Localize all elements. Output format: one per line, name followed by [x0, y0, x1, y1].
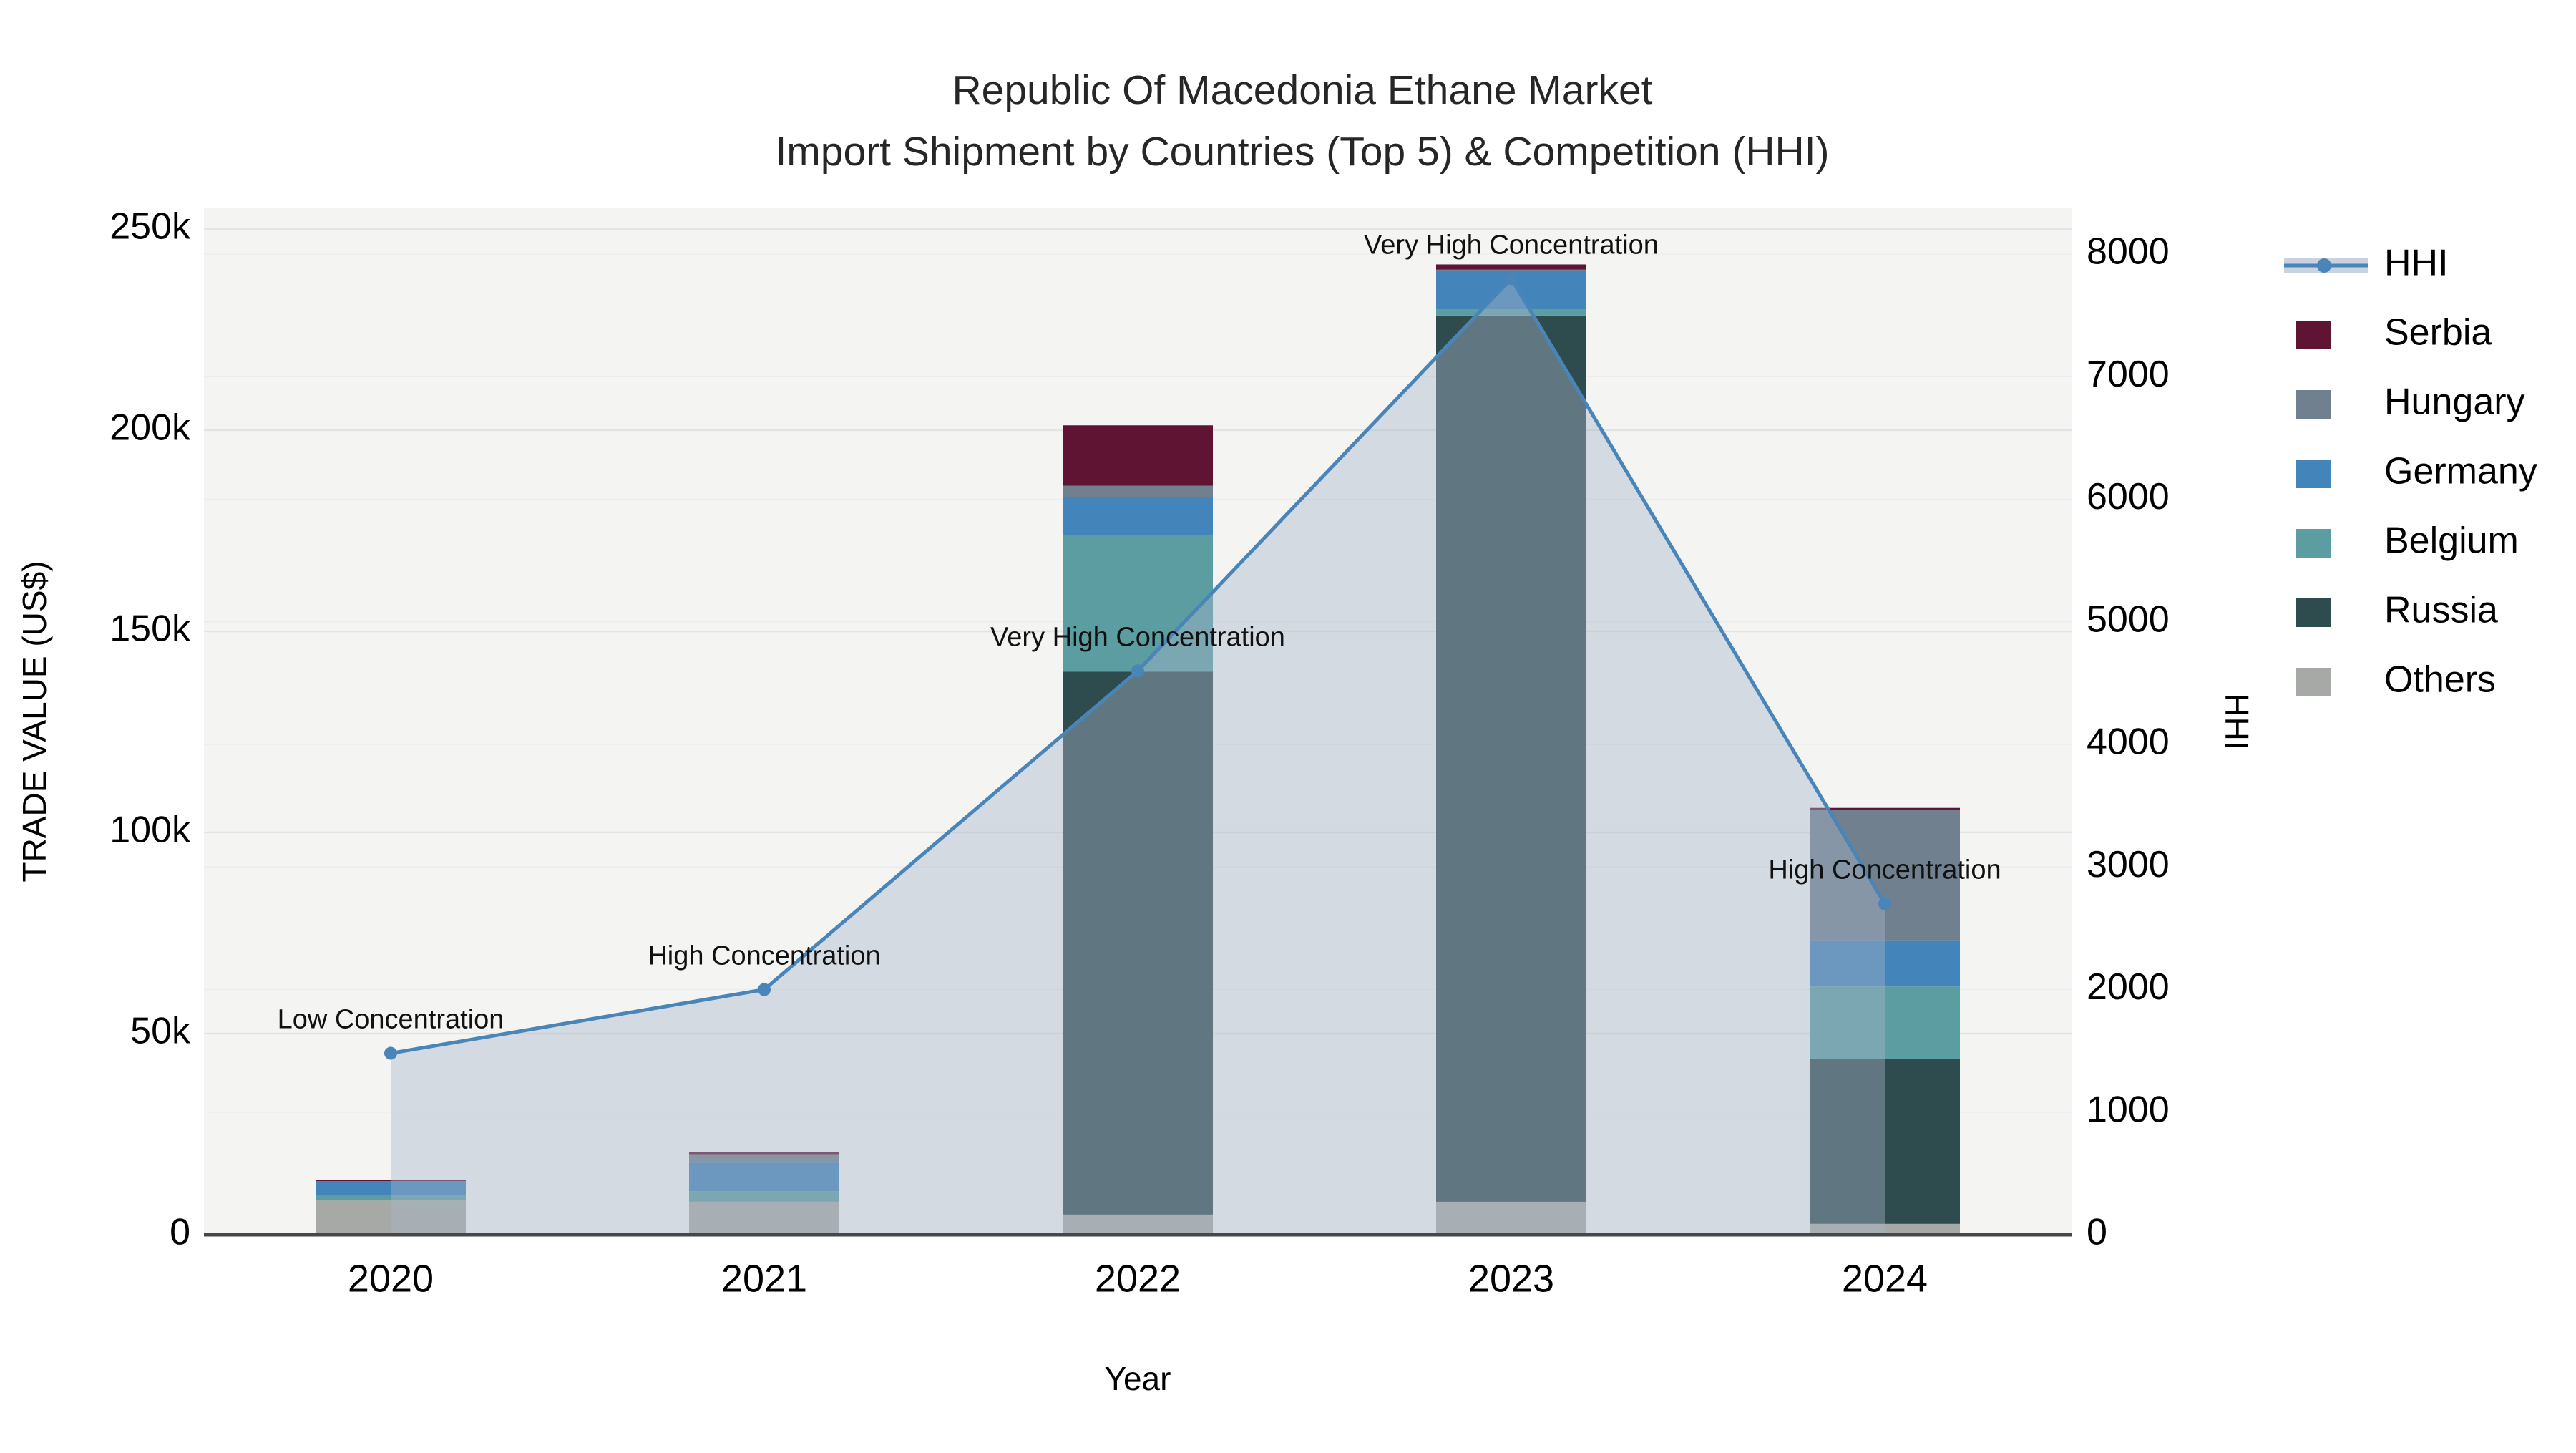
bar-2020-others[interactable]	[316, 1200, 466, 1235]
legend-label-belgium: Belgium	[2384, 520, 2519, 562]
annotation-2020: Low Concentration	[278, 1005, 504, 1035]
legend-swatch-russia	[2296, 598, 2331, 627]
hhi-marker-2022[interactable]	[1131, 664, 1144, 678]
bar-2024-hungary[interactable]	[1810, 809, 1960, 941]
bar-2022-germany[interactable]	[1063, 497, 1213, 535]
x-tick-2024: 2024	[1842, 1257, 1928, 1300]
bar-2021-belgium[interactable]	[689, 1191, 839, 1202]
bar-2021-germany[interactable]	[689, 1162, 839, 1192]
legend-item-hungary[interactable]: Hungary	[2296, 382, 2525, 423]
y-right-tick-2000: 2000	[2087, 966, 2170, 1008]
legend-label-russia: Russia	[2384, 590, 2498, 631]
y-right-tick-3000: 3000	[2087, 844, 2170, 885]
bar-2024-germany[interactable]	[1810, 940, 1960, 987]
bar-2024-others[interactable]	[1810, 1223, 1960, 1235]
bar-2023-serbia[interactable]	[1436, 264, 1586, 270]
legend-swatch-serbia	[2296, 321, 2331, 349]
legend-label-serbia: Serbia	[2384, 312, 2492, 354]
bar-2020-serbia[interactable]	[316, 1180, 466, 1182]
bar-2020-germany[interactable]	[316, 1182, 466, 1195]
legend: HHI Serbia Hungary Germany Belgium Russia Othe…	[2284, 243, 2537, 701]
bar-2023-belgium[interactable]	[1436, 309, 1586, 316]
x-tick-2020: 2020	[348, 1257, 434, 1300]
chart-title-line2: Import Shipment by Countries (Top 5) & C…	[775, 129, 1830, 175]
legend-item-germany[interactable]: Germany	[2296, 451, 2537, 492]
y-right-tick-0: 0	[2087, 1212, 2107, 1253]
legend-swatch-germany	[2296, 460, 2331, 488]
legend-item-serbia[interactable]: Serbia	[2296, 312, 2492, 354]
bar-2023-others[interactable]	[1436, 1201, 1586, 1235]
hhi-marker-2024[interactable]	[1878, 897, 1891, 910]
legend-label-hungary: Hungary	[2384, 382, 2525, 423]
legend-label-hhi: HHI	[2384, 243, 2449, 284]
y-left-tick-200k: 200k	[109, 407, 191, 449]
annotation-2024: High Concentration	[1768, 855, 2001, 885]
y-left-tick-0: 0	[170, 1212, 190, 1253]
y-right-tick-5000: 5000	[2087, 598, 2170, 640]
bar-2022-russia[interactable]	[1063, 671, 1213, 1215]
x-tick-2022: 2022	[1095, 1257, 1181, 1300]
y-right-axis-title: HHI	[2218, 693, 2255, 749]
legend-swatch-others	[2296, 668, 2331, 696]
annotation-2023: Very High Concentration	[1364, 230, 1659, 260]
annotation-2021: High Concentration	[648, 941, 880, 971]
bar-2021-hungary[interactable]	[689, 1154, 839, 1163]
y-left-axis-title: TRADE VALUE (US$)	[16, 560, 53, 882]
bar-2022-belgium[interactable]	[1063, 535, 1213, 672]
x-tick-2021: 2021	[721, 1257, 807, 1300]
x-tick-2023: 2023	[1468, 1257, 1554, 1300]
legend-label-germany: Germany	[2384, 451, 2537, 492]
legend-hhi-marker-icon	[2317, 258, 2331, 273]
legend-label-others: Others	[2384, 659, 2496, 701]
bar-2020-belgium[interactable]	[316, 1195, 466, 1201]
legend-item-belgium[interactable]: Belgium	[2296, 520, 2519, 562]
legend-item-russia[interactable]: Russia	[2296, 590, 2498, 631]
y-left-tick-50k: 50k	[130, 1011, 191, 1052]
y-right-tick-1000: 1000	[2087, 1089, 2170, 1130]
bar-2022-others[interactable]	[1063, 1214, 1213, 1235]
hhi-marker-2023[interactable]	[1505, 272, 1518, 286]
y-right-tick-7000: 7000	[2087, 354, 2170, 395]
y-left-tick-250k: 250k	[109, 206, 191, 248]
legend-item-hhi[interactable]: HHI	[2284, 243, 2449, 284]
chart-title-line1: Republic Of Macedonia Ethane Market	[952, 67, 1653, 113]
hhi-marker-2021[interactable]	[758, 983, 771, 996]
y-left-tick-100k: 100k	[109, 810, 191, 851]
bar-2022-serbia[interactable]	[1063, 425, 1213, 486]
y-right-tick-6000: 6000	[2087, 476, 2170, 517]
bar-2023-russia[interactable]	[1436, 315, 1586, 1202]
bar-2021-serbia[interactable]	[689, 1152, 839, 1155]
hhi-marker-2020[interactable]	[384, 1046, 397, 1060]
y-left-tick-150k: 150k	[109, 608, 191, 650]
x-axis-title: Year	[1105, 1360, 1171, 1397]
bar-2023-hungary[interactable]	[1436, 269, 1586, 272]
bar-2022-hungary[interactable]	[1063, 485, 1213, 497]
bar-2024-serbia[interactable]	[1810, 807, 1960, 810]
y-right-tick-8000: 8000	[2087, 231, 2170, 273]
legend-swatch-hungary	[2296, 390, 2331, 419]
bar-2024-belgium[interactable]	[1810, 986, 1960, 1059]
annotation-2022: Very High Concentration	[990, 622, 1285, 652]
bar-2020-hungary[interactable]	[316, 1181, 466, 1182]
bar-2021-others[interactable]	[689, 1201, 839, 1235]
legend-item-others[interactable]: Others	[2296, 659, 2496, 701]
legend-swatch-belgium	[2296, 529, 2331, 558]
y-right-tick-4000: 4000	[2087, 721, 2170, 763]
bar-2024-russia[interactable]	[1810, 1059, 1960, 1224]
